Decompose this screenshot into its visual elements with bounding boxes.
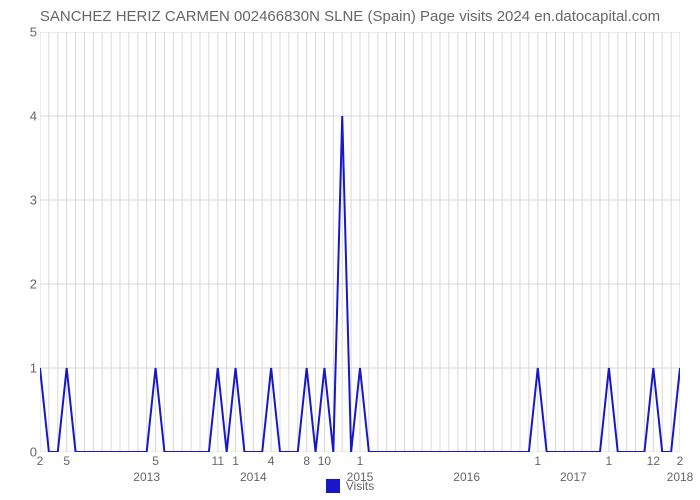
y-tick-label: 5 [30, 25, 37, 40]
x-value-label: 1 [357, 454, 364, 468]
plot-area [40, 32, 680, 452]
y-tick-label: 2 [30, 277, 37, 292]
x-value-label: 2 [37, 454, 44, 468]
legend-item-visits: Visits [326, 479, 374, 493]
y-tick-label: 1 [30, 361, 37, 376]
chart-container: SANCHEZ HERIZ CARMEN 002466830N SLNE (Sp… [0, 0, 700, 500]
x-value-label: 1 [606, 454, 613, 468]
x-value-label: 8 [303, 454, 310, 468]
gridlines [40, 32, 680, 452]
x-value-label: 11 [212, 454, 224, 468]
legend-label: Visits [346, 479, 374, 493]
chart-svg [40, 32, 680, 452]
y-axis-labels: 012345 [15, 32, 37, 452]
y-tick-label: 3 [30, 193, 37, 208]
legend: Visits [0, 479, 700, 498]
y-tick-label: 4 [30, 109, 37, 124]
chart-title: SANCHEZ HERIZ CARMEN 002466830N SLNE (Sp… [0, 8, 700, 25]
legend-swatch [326, 479, 340, 493]
x-value-label: 1 [534, 454, 541, 468]
x-value-label: 4 [268, 454, 275, 468]
x-value-label: 1 [232, 454, 239, 468]
x-value-label: 5 [152, 454, 159, 468]
x-value-label: 10 [318, 454, 331, 468]
x-value-label: 2 [677, 454, 684, 468]
x-value-label: 5 [63, 454, 70, 468]
x-value-label: 12 [647, 454, 660, 468]
